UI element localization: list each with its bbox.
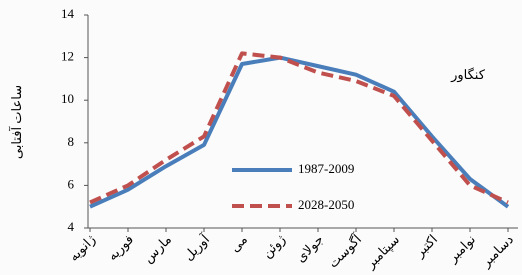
chart: ساعات آفتابی کنگاور 468101214ژانویهفوریه… bbox=[0, 0, 522, 275]
y-tick-label: 6 bbox=[68, 176, 75, 191]
y-tick-label: 10 bbox=[61, 91, 74, 106]
legend-label: 2028-2050 bbox=[298, 197, 354, 212]
y-tick-label: 4 bbox=[68, 219, 75, 234]
background bbox=[0, 0, 522, 275]
y-tick-label: 8 bbox=[68, 134, 75, 149]
annotation: کنگاور bbox=[450, 67, 486, 83]
legend-label: 1987-2009 bbox=[298, 161, 354, 176]
y-axis-label: ساعات آفتابی bbox=[8, 85, 24, 159]
y-tick-label: 12 bbox=[61, 49, 74, 64]
y-tick-label: 14 bbox=[61, 6, 75, 21]
